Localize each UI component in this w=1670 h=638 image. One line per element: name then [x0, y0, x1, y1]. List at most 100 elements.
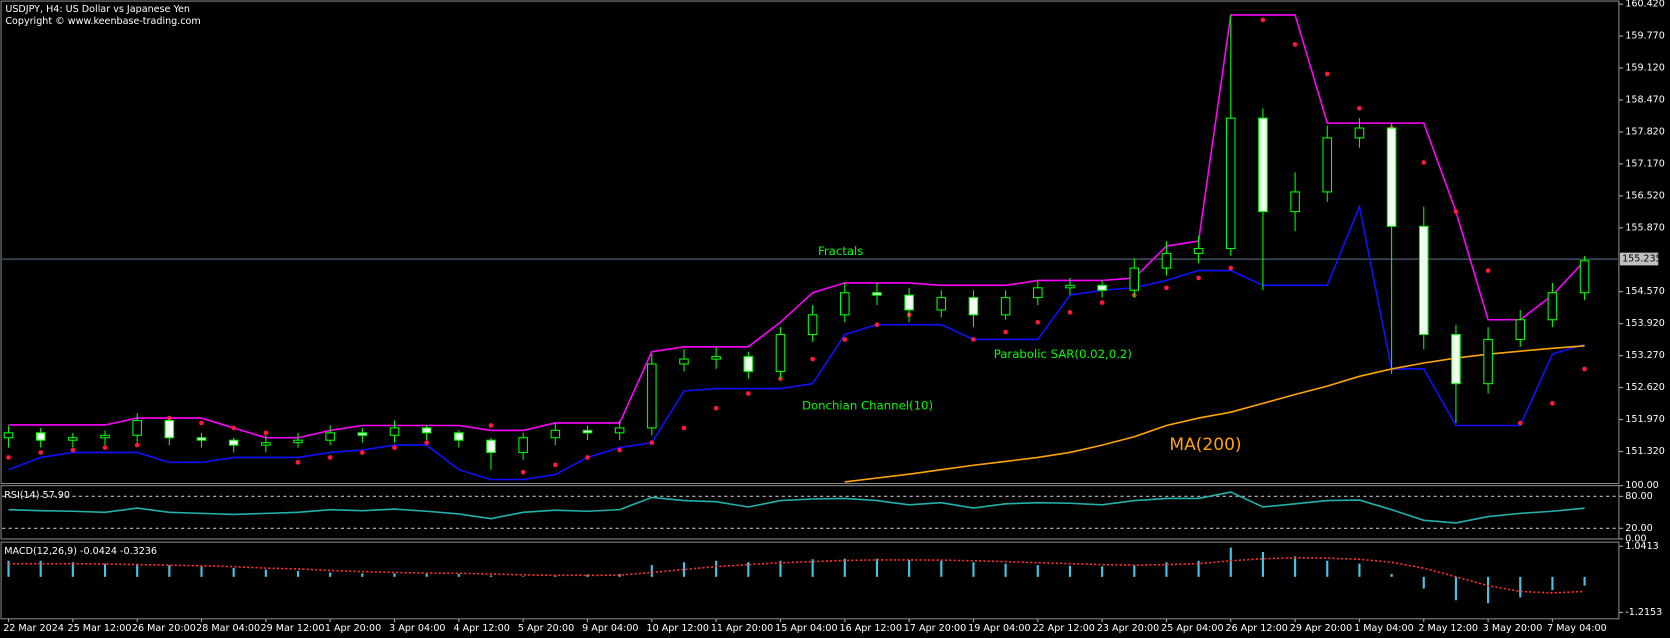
x-tick-label: 22 Apr 12:00: [1032, 623, 1094, 634]
candle-body: [1225, 117, 1236, 249]
x-tick-label: 2 May 12:00: [1418, 623, 1478, 634]
sar-dot: [520, 469, 526, 475]
sar-dot: [488, 423, 494, 428]
macd-bar: [329, 572, 332, 577]
macd-bar: [1422, 576, 1425, 589]
sar-dot: [1099, 300, 1105, 305]
signal-line: [8, 556, 1585, 594]
candle-body: [1161, 252, 1172, 269]
candle-body: [164, 420, 175, 439]
sar-dot: [552, 462, 558, 468]
x-tick-label: 4 Apr 12:00: [453, 623, 509, 634]
macd-bar: [1004, 563, 1007, 577]
candle-body: [904, 294, 914, 311]
sar-dot: [1260, 17, 1266, 23]
macd-bar: [200, 566, 203, 577]
macd-bar: [811, 559, 814, 577]
x-tick-label: 9 Apr 04:00: [582, 623, 638, 634]
x-tick-label: 29 Mar 12:00: [261, 623, 325, 634]
candle-body: [1258, 117, 1268, 213]
sar-dot: [585, 455, 590, 460]
x-tick-label: 10 Apr 12:00: [646, 623, 708, 634]
candle-body: [936, 297, 947, 311]
rsi-title: RSI(14) 57.90: [4, 490, 70, 501]
macd-bar: [1261, 551, 1265, 577]
annotation: Parabolic SAR(0.02,0.2): [994, 347, 1132, 361]
sar-dot: [231, 425, 237, 431]
candle-body: [1483, 338, 1493, 385]
y-tick-label: 155.870: [1625, 222, 1665, 233]
sar-dot: [1421, 160, 1427, 165]
sar-dot: [359, 450, 365, 455]
candle-body: [711, 356, 721, 360]
macd-bar: [779, 560, 782, 577]
y-tick-label: 160.420: [1625, 0, 1665, 10]
macd-bar: [1551, 576, 1554, 591]
macd-bar: [71, 562, 74, 577]
macd-bar: [7, 560, 10, 577]
sar-dot: [1164, 285, 1169, 291]
y-tick-label: 158.470: [1625, 94, 1665, 105]
candle-body: [1193, 247, 1204, 254]
macd-bar: [972, 562, 975, 577]
macd-bar: [1036, 565, 1039, 577]
macd-bar: [457, 573, 460, 577]
candle-body: [35, 432, 46, 441]
rsi-line: [8, 491, 1585, 524]
candle-body: [647, 363, 657, 429]
candle-body: [421, 427, 432, 434]
macd-bar: [1165, 562, 1168, 577]
candle-body: [518, 437, 528, 454]
macd-bar: [1068, 565, 1072, 577]
sar-dot: [295, 459, 301, 465]
macd-bar: [522, 576, 525, 577]
sar-dot: [1517, 420, 1523, 426]
y-tick-label: 151.320: [1625, 446, 1665, 457]
y-tick-label: 154.570: [1625, 286, 1665, 297]
macd-bar: [1454, 576, 1457, 601]
macd-bar: [103, 563, 107, 577]
x-tick-label: 25 Mar 12:00: [68, 623, 132, 634]
candle-body: [1515, 319, 1526, 340]
macd-bar: [843, 558, 846, 577]
macd-bar: [1519, 576, 1522, 598]
candle-body: [293, 439, 303, 444]
macd-bar: [361, 573, 364, 577]
macd-bar: [136, 563, 139, 577]
y-tick-label: 152.620: [1625, 382, 1665, 393]
sar-dot: [134, 442, 140, 448]
y-tick-label: 151.970: [1625, 414, 1665, 425]
sar-dot: [1292, 42, 1298, 47]
y-tick-label: 156.520: [1625, 190, 1665, 201]
sar-dot: [617, 447, 622, 453]
chart-title: USDJPY, H4: US Dollar vs Japanese Yen: [5, 4, 190, 15]
sar-dot: [1196, 275, 1201, 281]
y-tick-label: 80.00: [1625, 491, 1652, 502]
macd-bar: [715, 560, 718, 577]
macd-bar: [39, 560, 42, 577]
sar-dot: [70, 447, 76, 453]
candle-body: [1290, 191, 1300, 213]
sar-dot: [424, 440, 430, 446]
x-tick-label: 22 Mar 2024: [3, 623, 64, 634]
candle-body: [3, 432, 14, 439]
macd-title: MACD(12,26,9) -0.0424 -0.3236: [4, 546, 157, 557]
sar-dot: [745, 391, 751, 396]
candle-body: [550, 429, 561, 439]
indicator-line: [8, 14, 1586, 439]
annotation: Donchian Channel(10): [802, 398, 933, 412]
candle-body: [196, 437, 207, 441]
x-tick-label: 7 May 04:00: [1547, 623, 1607, 634]
candle-body: [1451, 333, 1461, 385]
macd-bar: [296, 571, 300, 577]
x-tick-label: 19 Apr 04:00: [968, 623, 1030, 634]
x-tick-label: 15 Apr 04:00: [775, 623, 837, 634]
sar-dot: [713, 405, 719, 411]
sar-dot: [649, 440, 655, 446]
x-tick-label: 17 Apr 20:00: [904, 623, 966, 634]
sar-dot: [102, 445, 108, 450]
candle-body: [1579, 260, 1590, 294]
candle-body: [1322, 137, 1333, 193]
